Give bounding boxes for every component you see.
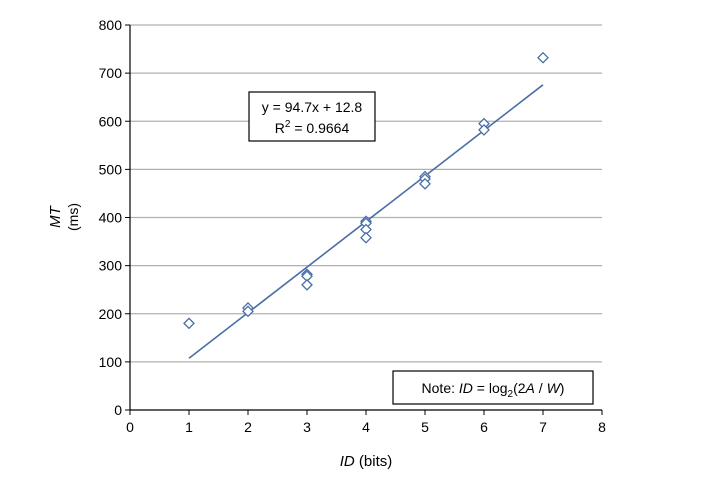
data-point bbox=[537, 51, 549, 64]
data-point bbox=[360, 231, 372, 244]
y-tick-label: 800 bbox=[99, 17, 123, 33]
note-eq: = log bbox=[473, 380, 508, 396]
equation-box-frame bbox=[248, 91, 376, 142]
y-tick-label: 300 bbox=[99, 258, 123, 274]
x-axis-label: ID (bits) bbox=[340, 453, 393, 470]
y-tick-label: 200 bbox=[99, 306, 123, 322]
y-tick-label: 100 bbox=[99, 354, 123, 370]
x-tick-label: 3 bbox=[303, 419, 311, 435]
r-squared-text: R2 = 0.9664 bbox=[275, 119, 350, 136]
note-text: Note: ID = log2(2A / W) bbox=[422, 380, 565, 400]
data-point bbox=[478, 123, 490, 136]
y-tick-label: 400 bbox=[99, 210, 123, 226]
data-point bbox=[242, 305, 254, 318]
y-tick-label: 0 bbox=[114, 402, 122, 418]
x-tick-label: 4 bbox=[362, 419, 370, 435]
y-axis-label: MT bbox=[47, 204, 64, 227]
x-tick-label: 8 bbox=[598, 419, 606, 435]
data-point bbox=[301, 278, 313, 291]
note-box: Note: ID = log2(2A / W) bbox=[392, 370, 594, 405]
note-close: ) bbox=[560, 380, 565, 396]
note-a: A bbox=[525, 380, 535, 396]
y-tick-label: 500 bbox=[99, 161, 123, 177]
data-points bbox=[183, 51, 549, 330]
x-tick-label: 7 bbox=[539, 419, 547, 435]
x-tick-label: 5 bbox=[421, 419, 429, 435]
r-squared-exponent: 2 bbox=[285, 119, 291, 130]
note-w: W bbox=[547, 380, 562, 396]
note-slash: / bbox=[535, 380, 547, 396]
note-box-frame bbox=[392, 370, 594, 405]
x-tick-label: 6 bbox=[480, 419, 488, 435]
data-point bbox=[419, 177, 431, 190]
x-tick-label: 2 bbox=[244, 419, 252, 435]
note-open: (2 bbox=[513, 380, 526, 396]
x-axis-label-var: ID bbox=[340, 453, 355, 470]
y-tick-labels: 0 100 200 300 400 500 600 700 800 bbox=[99, 17, 123, 418]
x-axis-label-unit: (bits) bbox=[355, 453, 393, 470]
x-tick-label: 0 bbox=[126, 419, 134, 435]
x-tick-label: 1 bbox=[185, 419, 193, 435]
y-tick-label: 700 bbox=[99, 65, 123, 81]
data-point bbox=[183, 317, 195, 330]
x-tick-labels: 0 1 2 3 4 5 6 7 8 bbox=[126, 419, 606, 435]
y-tick-label: 600 bbox=[99, 113, 123, 129]
note-prefix: Note: bbox=[422, 380, 459, 396]
note-id: ID bbox=[459, 380, 473, 396]
note-sub: 2 bbox=[508, 389, 514, 400]
equation-text: y = 94.7x + 12.8 bbox=[262, 99, 363, 115]
y-axis-unit: (ms) bbox=[65, 203, 81, 231]
equation-box: y = 94.7x + 12.8 R2 = 0.9664 bbox=[248, 91, 376, 142]
gridlines bbox=[130, 24, 602, 363]
y-axis-label-var: MT bbox=[47, 204, 64, 227]
axes bbox=[125, 24, 603, 415]
r-squared-prefix: R bbox=[275, 120, 285, 136]
r-squared-value: = 0.9664 bbox=[290, 120, 349, 136]
